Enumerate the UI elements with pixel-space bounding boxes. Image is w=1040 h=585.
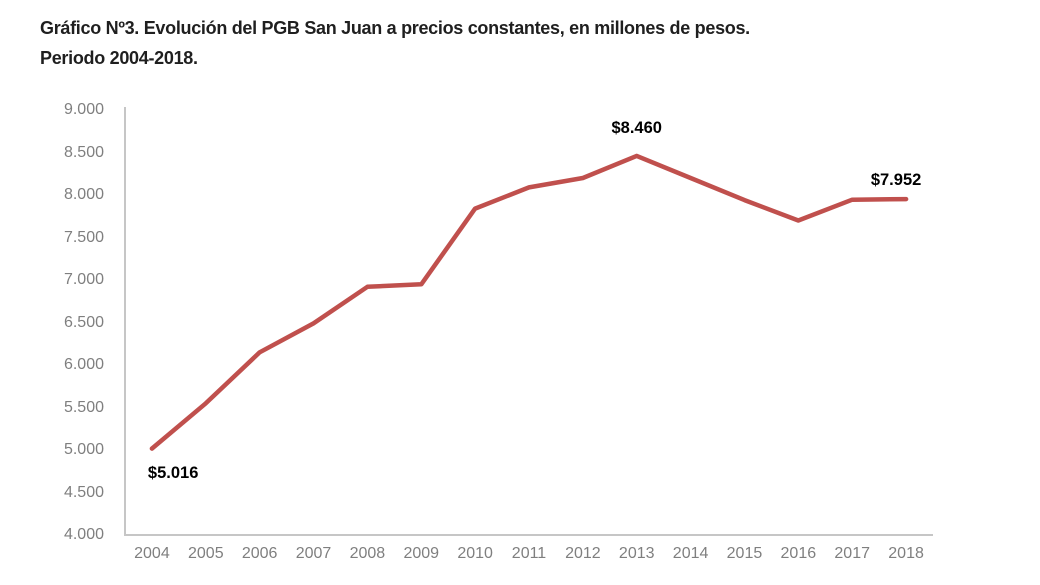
x-tick-label: 2009	[403, 545, 440, 562]
x-tick-label: 2014	[672, 545, 709, 562]
x-tick-label: 2006	[241, 545, 278, 562]
y-tick-label: 8.000	[63, 186, 104, 203]
point-label-2018: $7.952	[870, 171, 922, 190]
y-tick-label: 9.000	[63, 101, 104, 118]
y-tick-label: 7.500	[63, 228, 104, 246]
x-tick-label: 2008	[349, 545, 386, 562]
series-line-pgb	[149, 153, 909, 451]
x-tick-label: 2007	[295, 545, 332, 562]
y-tick-label: 6.000	[63, 356, 104, 373]
chart-title: Gráfico Nº3. Evolución del PGB San Juan …	[40, 13, 1020, 73]
x-tick-label: 2015	[726, 545, 763, 562]
chart-title-line1: Gráfico Nº3. Evolución del PGB San Juan …	[40, 18, 750, 38]
axis-line	[124, 107, 933, 536]
chart-title-line2: Periodo 2004-2018.	[40, 48, 198, 68]
y-tick-label: 4.500	[63, 483, 104, 501]
x-tick-label: 2010	[457, 545, 493, 562]
x-tick-label: 2011	[511, 545, 547, 562]
point-label-2013: $8.460	[611, 118, 662, 137]
y-tick-label: 8.500	[63, 143, 104, 161]
x-tick-label: 2004	[134, 545, 170, 562]
x-tick-label: 2016	[780, 545, 817, 562]
point-label-2004: $5.016	[147, 463, 199, 482]
y-tick-label: 4.000	[63, 526, 104, 543]
x-tick-label: 2017	[834, 545, 870, 562]
x-tick-label: 2005	[188, 545, 224, 562]
y-tick-label: 5.000	[63, 441, 104, 458]
y-tick-label: 7.000	[63, 271, 104, 288]
y-tick-label: 5.500	[63, 398, 104, 416]
x-tick-label: 2012	[565, 545, 601, 562]
y-tick-label: 6.500	[63, 313, 104, 331]
x-tick-label: 2018	[888, 545, 924, 562]
x-tick-label: 2013	[618, 545, 655, 562]
